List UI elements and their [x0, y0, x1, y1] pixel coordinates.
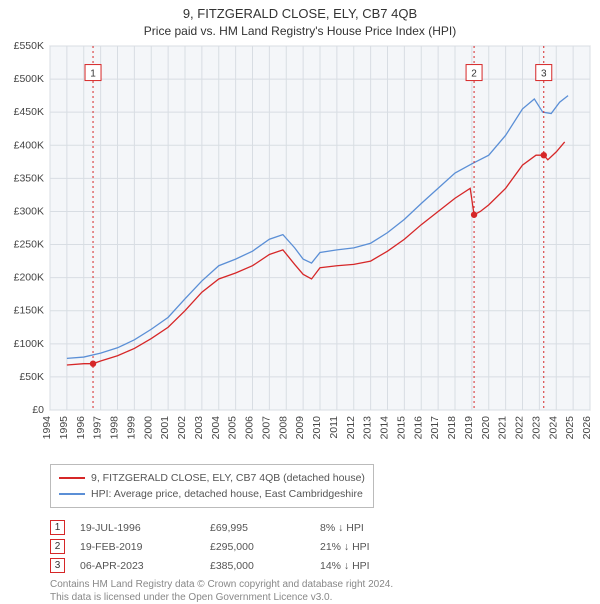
trade-delta: 8% ↓ HPI: [320, 522, 440, 534]
x-tick-label: 2005: [227, 416, 239, 440]
legend-row: 9, FITZGERALD CLOSE, ELY, CB7 4QB (detac…: [59, 470, 365, 486]
trade-price: £69,995: [210, 522, 320, 534]
trade-marker: 3: [50, 558, 65, 573]
x-tick-label: 2015: [395, 416, 407, 440]
trade-price: £295,000: [210, 541, 320, 553]
x-tick-label: 2001: [159, 416, 171, 440]
x-tick-label: 2018: [446, 416, 458, 440]
x-tick-label: 2007: [260, 416, 272, 440]
legend-label: 9, FITZGERALD CLOSE, ELY, CB7 4QB (detac…: [91, 470, 365, 486]
y-tick-label: £550K: [14, 40, 44, 52]
x-tick-label: 2025: [564, 416, 576, 440]
disclaimer-line-2: This data is licensed under the Open Gov…: [50, 592, 580, 604]
x-tick-label: 2004: [210, 416, 222, 440]
x-tick-label: 1999: [125, 416, 137, 440]
marker-badge-num: 3: [541, 69, 547, 80]
chart-title-address: 9, FITZGERALD CLOSE, ELY, CB7 4QB: [0, 6, 600, 21]
trade-date: 19-JUL-1996: [80, 522, 210, 534]
x-tick-label: 2010: [311, 416, 323, 440]
x-tick-label: 2002: [176, 416, 188, 440]
chart-area: £0 £50K £100K £150K £200K £250K £300K £350K £400…: [0, 40, 600, 460]
x-tick-label: 2014: [379, 416, 391, 440]
x-tick-label: 2023: [530, 416, 542, 440]
y-tick-label: £100K: [14, 338, 44, 350]
x-tick-label: 2011: [328, 416, 340, 439]
x-tick-label: 2013: [362, 416, 374, 440]
legend: 9, FITZGERALD CLOSE, ELY, CB7 4QB (detac…: [50, 464, 374, 508]
x-tick-label: 2016: [412, 416, 424, 440]
trade-delta: 14% ↓ HPI: [320, 560, 440, 572]
x-tick-label: 2026: [581, 416, 593, 440]
chart-svg: £0 £50K £100K £150K £200K £250K £300K £350K £400…: [0, 40, 600, 460]
marker-dot: [90, 360, 96, 366]
x-tick-label: 1997: [92, 416, 104, 440]
x-tick-label: 1998: [109, 416, 121, 440]
y-tick-label: £50K: [19, 371, 44, 383]
trade-marker: 1: [50, 520, 65, 535]
y-tick-label: £300K: [14, 205, 44, 217]
marker-dot: [471, 212, 477, 218]
x-tick-label: 1994: [41, 416, 53, 440]
x-tick-label: 2024: [547, 416, 559, 440]
y-tick-label: £500K: [14, 73, 44, 85]
x-tick-label: 2012: [345, 416, 357, 440]
marker-dot: [541, 152, 547, 158]
x-tick-label: 2000: [142, 416, 154, 440]
trade-delta: 21% ↓ HPI: [320, 541, 440, 553]
x-tick-label: 2022: [514, 416, 526, 440]
y-tick-label: £250K: [14, 239, 44, 251]
trade-marker: 2: [50, 539, 65, 554]
y-tick-label: £150K: [14, 305, 44, 317]
x-tick-label: 2019: [463, 416, 475, 440]
trade-date: 06-APR-2023: [80, 560, 210, 572]
marker-badge-num: 1: [90, 69, 96, 80]
y-tick-label: £400K: [14, 139, 44, 151]
x-tick-label: 1996: [75, 416, 87, 440]
x-tick-label: 2017: [429, 416, 441, 440]
legend-label: HPI: Average price, detached house, East…: [91, 486, 363, 502]
trade-date: 19-FEB-2019: [80, 541, 210, 553]
legend-swatch: [59, 493, 85, 495]
legend-row: HPI: Average price, detached house, East…: [59, 486, 365, 502]
trade-price: £385,000: [210, 560, 320, 572]
x-tick-label: 2008: [277, 416, 289, 440]
y-tick-label: £200K: [14, 272, 44, 284]
chart-title-sub: Price paid vs. HM Land Registry's House …: [0, 24, 600, 38]
y-tick-label: £0: [32, 404, 44, 416]
x-tick-label: 2020: [480, 416, 492, 440]
y-tick-label: £350K: [14, 172, 44, 184]
x-tick-label: 2003: [193, 416, 205, 440]
x-tick-label: 1995: [58, 416, 70, 440]
marker-badge-num: 2: [471, 69, 477, 80]
trade-table: 1 19-JUL-1996£69,9958% ↓ HPI 2 19-FEB-2019£…: [50, 520, 580, 573]
x-tick-label: 2006: [244, 416, 256, 440]
legend-swatch: [59, 477, 85, 479]
x-tick-label: 2009: [294, 416, 306, 440]
x-tick-label: 2021: [497, 416, 509, 440]
y-tick-label: £450K: [14, 106, 44, 118]
disclaimer: Contains HM Land Registry data © Crown c…: [50, 579, 580, 604]
